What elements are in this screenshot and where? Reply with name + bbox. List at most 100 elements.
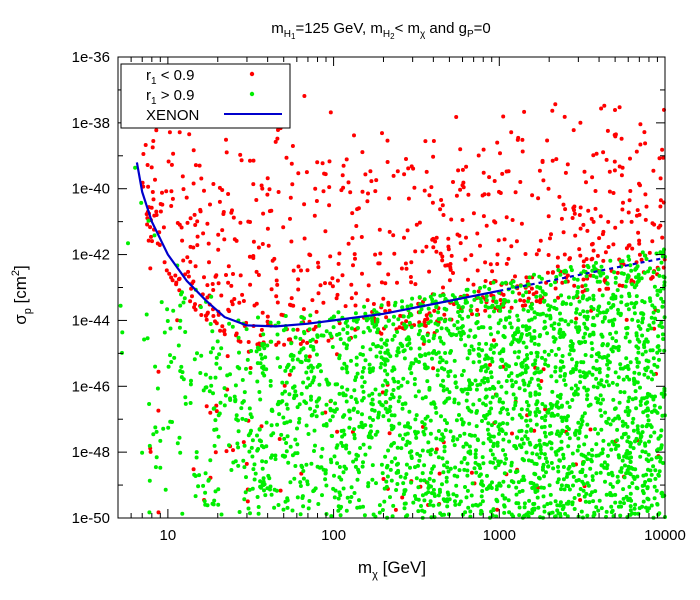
- green-point: [638, 435, 643, 440]
- green-point: [632, 305, 637, 310]
- green-point: [500, 493, 505, 498]
- red-point: [208, 410, 213, 415]
- red-point: [149, 165, 154, 170]
- green-point: [606, 442, 611, 447]
- red-point: [205, 221, 210, 226]
- green-point: [479, 325, 484, 330]
- green-point: [419, 504, 423, 508]
- green-point: [315, 464, 320, 469]
- red-point: [409, 280, 414, 285]
- green-point: [524, 400, 529, 404]
- green-point: [587, 500, 592, 505]
- green-point: [349, 326, 354, 331]
- red-point: [404, 319, 409, 324]
- green-point: [337, 465, 342, 469]
- red-point: [460, 167, 465, 172]
- green-point: [533, 490, 538, 494]
- red-point: [577, 247, 582, 252]
- red-point: [572, 204, 577, 209]
- green-point: [359, 420, 364, 425]
- green-point: [261, 445, 266, 450]
- green-point: [645, 485, 650, 490]
- red-point: [310, 298, 315, 303]
- green-point: [193, 494, 198, 499]
- green-point: [473, 334, 478, 339]
- green-point: [345, 324, 350, 329]
- green-point: [552, 321, 557, 326]
- green-point: [163, 487, 168, 492]
- green-point: [515, 435, 520, 440]
- green-point: [408, 364, 413, 369]
- green-point: [551, 466, 556, 471]
- green-point: [390, 392, 394, 397]
- green-point: [543, 434, 548, 439]
- green-point: [391, 365, 396, 370]
- red-point: [481, 214, 486, 219]
- red-point: [562, 114, 567, 119]
- green-point: [236, 429, 241, 434]
- green-point: [626, 435, 631, 440]
- green-point: [639, 311, 644, 316]
- red-point: [328, 281, 333, 286]
- green-point: [605, 275, 609, 280]
- red-point: [574, 316, 579, 321]
- red-point: [471, 211, 476, 216]
- green-point: [153, 425, 158, 430]
- red-point: [193, 163, 198, 168]
- green-point: [227, 321, 232, 326]
- red-point: [498, 151, 502, 156]
- green-point: [517, 386, 522, 391]
- red-point: [275, 282, 280, 287]
- green-point: [629, 301, 634, 306]
- green-point: [355, 371, 360, 376]
- green-point: [177, 325, 182, 330]
- xenon-curve-dashed: [499, 256, 666, 292]
- green-point: [506, 484, 511, 489]
- green-point: [582, 385, 587, 390]
- green-point: [473, 452, 478, 457]
- green-point: [255, 361, 260, 366]
- green-point: [418, 302, 423, 307]
- red-point: [193, 307, 198, 312]
- red-point: [483, 279, 488, 283]
- green-point: [486, 356, 491, 361]
- green-point: [355, 505, 360, 510]
- green-point: [616, 348, 621, 353]
- red-point: [399, 266, 404, 271]
- green-point: [471, 360, 476, 365]
- green-point: [269, 339, 274, 344]
- green-point: [384, 479, 389, 484]
- green-point: [168, 353, 172, 358]
- green-point: [451, 438, 455, 443]
- green-point: [536, 475, 541, 480]
- green-point: [536, 505, 541, 510]
- green-point: [347, 336, 352, 341]
- green-point: [591, 293, 596, 298]
- green-point: [293, 451, 298, 456]
- green-point: [317, 396, 322, 401]
- green-point: [425, 414, 430, 419]
- green-point: [339, 440, 344, 445]
- green-point: [409, 371, 414, 376]
- green-point: [585, 397, 589, 402]
- green-point: [576, 478, 581, 482]
- green-point: [361, 366, 366, 370]
- red-point: [605, 128, 610, 133]
- green-point: [493, 465, 498, 470]
- red-point: [433, 239, 438, 244]
- green-point: [572, 507, 577, 511]
- green-point: [262, 373, 267, 378]
- green-point: [445, 421, 449, 426]
- red-point: [191, 245, 196, 250]
- green-point: [153, 465, 158, 470]
- green-point: [628, 263, 633, 268]
- green-point: [606, 453, 610, 458]
- green-point: [385, 408, 390, 413]
- green-point: [596, 431, 600, 436]
- green-point: [591, 297, 596, 302]
- legend-label-red: r1 < 0.9: [146, 67, 195, 87]
- green-point: [595, 385, 600, 390]
- green-point: [660, 304, 665, 309]
- green-point: [610, 380, 615, 385]
- green-point: [211, 391, 215, 396]
